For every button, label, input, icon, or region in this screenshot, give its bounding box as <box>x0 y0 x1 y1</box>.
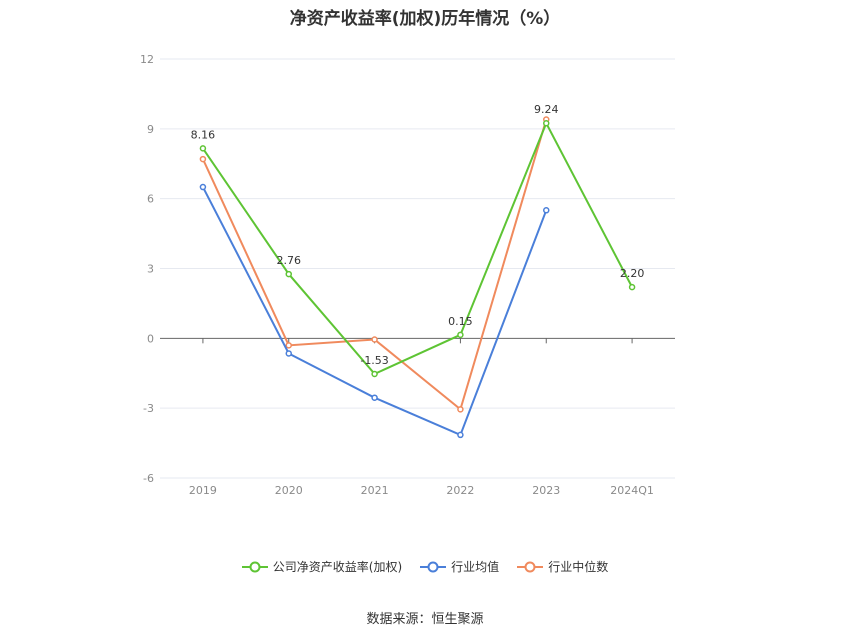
legend-item[interactable]: 公司净资产收益率(加权) <box>241 558 403 575</box>
data-point <box>543 207 550 214</box>
x-tick-label: 2021 <box>361 484 389 497</box>
x-tick-label: 2023 <box>532 484 560 497</box>
y-tick-label: 9 <box>147 123 154 136</box>
x-tick-label: 2024Q1 <box>610 484 654 497</box>
legend-label: 行业中位数 <box>548 560 609 574</box>
legend-marker-icon <box>420 561 447 572</box>
data-point <box>371 336 378 343</box>
data-point <box>285 270 292 278</box>
data-point <box>457 431 464 439</box>
data-point <box>199 155 207 163</box>
y-tick-label: 6 <box>147 193 154 206</box>
legend-item[interactable]: 行业均值 <box>420 558 499 575</box>
data-label: 0.15 <box>448 315 473 328</box>
data-label: -1.53 <box>360 354 388 367</box>
legend-marker-icon <box>241 561 268 572</box>
data-label: 2.20 <box>620 267 645 280</box>
data-point <box>199 145 207 152</box>
legend-item[interactable]: 行业中位数 <box>517 558 608 575</box>
y-tick-label: 3 <box>147 263 154 276</box>
chart-title: 净资产收益率(加权)历年情况（%） <box>289 9 561 29</box>
data-point <box>628 283 636 291</box>
data-point <box>285 342 292 349</box>
data-source: 数据来源：恒生聚源 <box>366 612 484 627</box>
y-tick-label: -6 <box>143 472 154 485</box>
y-tick-label: 0 <box>147 332 154 345</box>
data-point <box>371 394 378 401</box>
y-tick-label: 12 <box>140 53 154 66</box>
data-point <box>371 370 378 378</box>
data-point <box>199 183 207 191</box>
chart-legend: 公司净资产收益率(加权) 行业均值 行业中位数 <box>0 558 850 575</box>
x-tick-label: 2020 <box>275 484 303 497</box>
legend-label: 公司净资产收益率(加权) <box>272 560 403 574</box>
series-line <box>202 120 633 376</box>
data-point <box>457 406 464 413</box>
x-tick-label: 2022 <box>446 484 474 497</box>
data-point <box>285 350 292 357</box>
data-point <box>543 119 550 127</box>
legend-label: 行业均值 <box>451 560 500 574</box>
data-point <box>457 331 464 339</box>
legend-marker-icon <box>517 561 544 572</box>
data-label: 8.16 <box>191 128 216 141</box>
data-label: 9.24 <box>534 103 559 116</box>
data-label: 2.76 <box>277 254 302 267</box>
y-tick-label: -3 <box>143 402 154 415</box>
x-tick-label: 2019 <box>189 484 217 497</box>
